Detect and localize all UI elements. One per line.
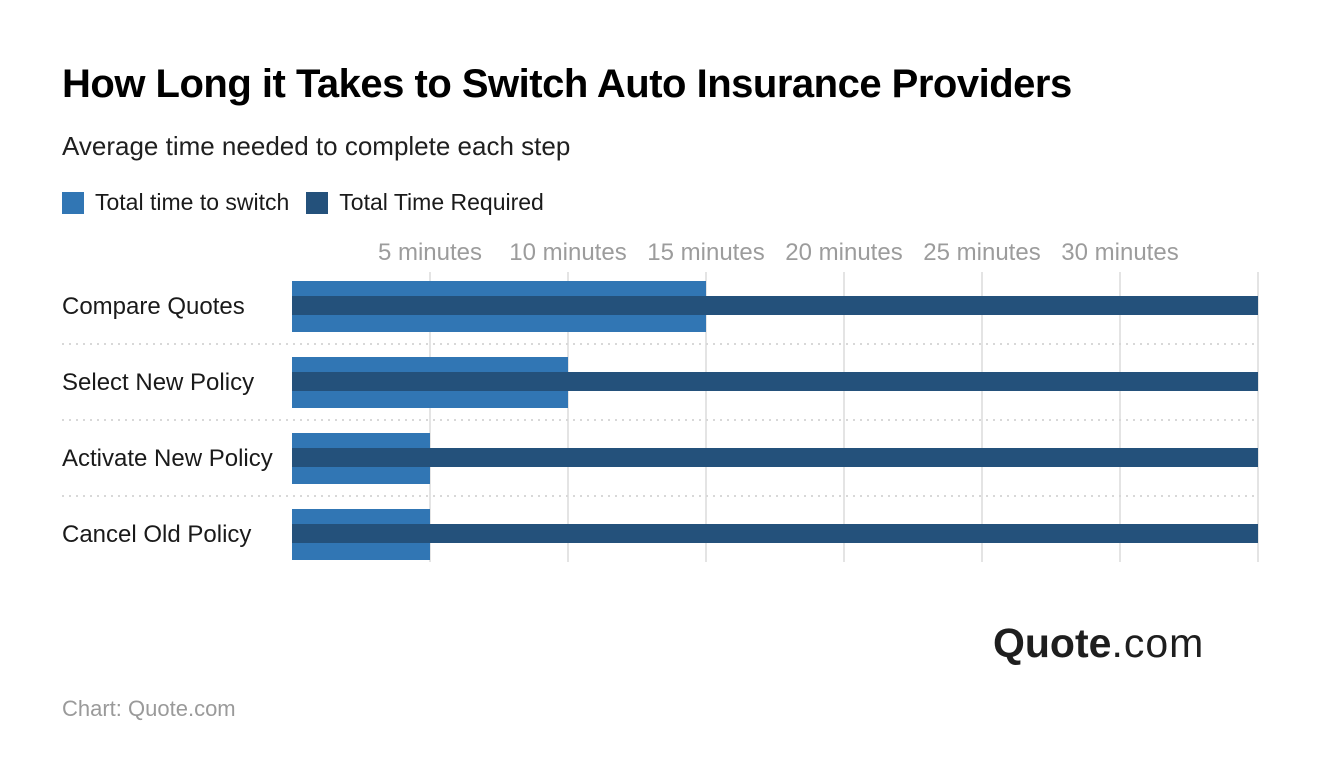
- gridline: [981, 272, 983, 562]
- legend-item-1: Total Time Required: [306, 189, 544, 216]
- x-axis-labels: 5 minutes 10 minutes 15 minutes 20 minutes 2…: [292, 239, 1258, 267]
- category-label: Select New Policy: [62, 369, 255, 396]
- legend-label: Total time to switch: [95, 189, 290, 215]
- legend-item-0: Total time to switch: [62, 189, 289, 216]
- legend-swatch-icon: [62, 191, 84, 214]
- gridline: [1257, 272, 1259, 562]
- chart-title: How Long it Takes to Switch Auto Insuran…: [62, 62, 1072, 106]
- gridline: [705, 272, 707, 562]
- axis-tick-label: 5 minutes: [377, 239, 483, 266]
- legend: Total time to switch Total Time Required: [62, 189, 544, 216]
- bar-total-time-required: [292, 372, 1258, 391]
- logo-rest-text: .com: [1111, 620, 1205, 666]
- gridline: [567, 272, 569, 562]
- row-separator: [62, 419, 1258, 421]
- axis-tick-label: 30 minutes: [1061, 239, 1179, 266]
- legend-label: Total Time Required: [339, 189, 544, 215]
- bar-total-time-required: [292, 296, 1258, 315]
- bar-total-time-required: [292, 448, 1258, 467]
- bar-total-time-required: [292, 524, 1258, 543]
- source-note: Chart: Quote.com: [62, 696, 236, 721]
- gridline: [843, 272, 845, 562]
- legend-swatch-icon: [306, 191, 329, 214]
- gridline: [429, 272, 431, 562]
- category-label: Cancel Old Policy: [62, 521, 252, 548]
- chart-subtitle: Average time needed to complete each ste…: [62, 131, 571, 161]
- plot-area: [292, 272, 1259, 562]
- quote-com-logo: Quote.com: [993, 620, 1204, 667]
- row-separator: [62, 343, 1258, 345]
- axis-tick-label: 25 minutes: [923, 239, 1041, 266]
- axis-tick-label: 15 minutes: [647, 239, 765, 266]
- gridline: [1119, 272, 1121, 562]
- category-label: Compare Quotes: [62, 293, 245, 320]
- row-separator: [62, 495, 1258, 497]
- category-label: Activate New Policy: [62, 445, 273, 472]
- axis-tick-label: 20 minutes: [785, 239, 903, 266]
- logo-bold-text: Quote: [993, 620, 1112, 666]
- axis-tick-label: 10 minutes: [509, 239, 627, 266]
